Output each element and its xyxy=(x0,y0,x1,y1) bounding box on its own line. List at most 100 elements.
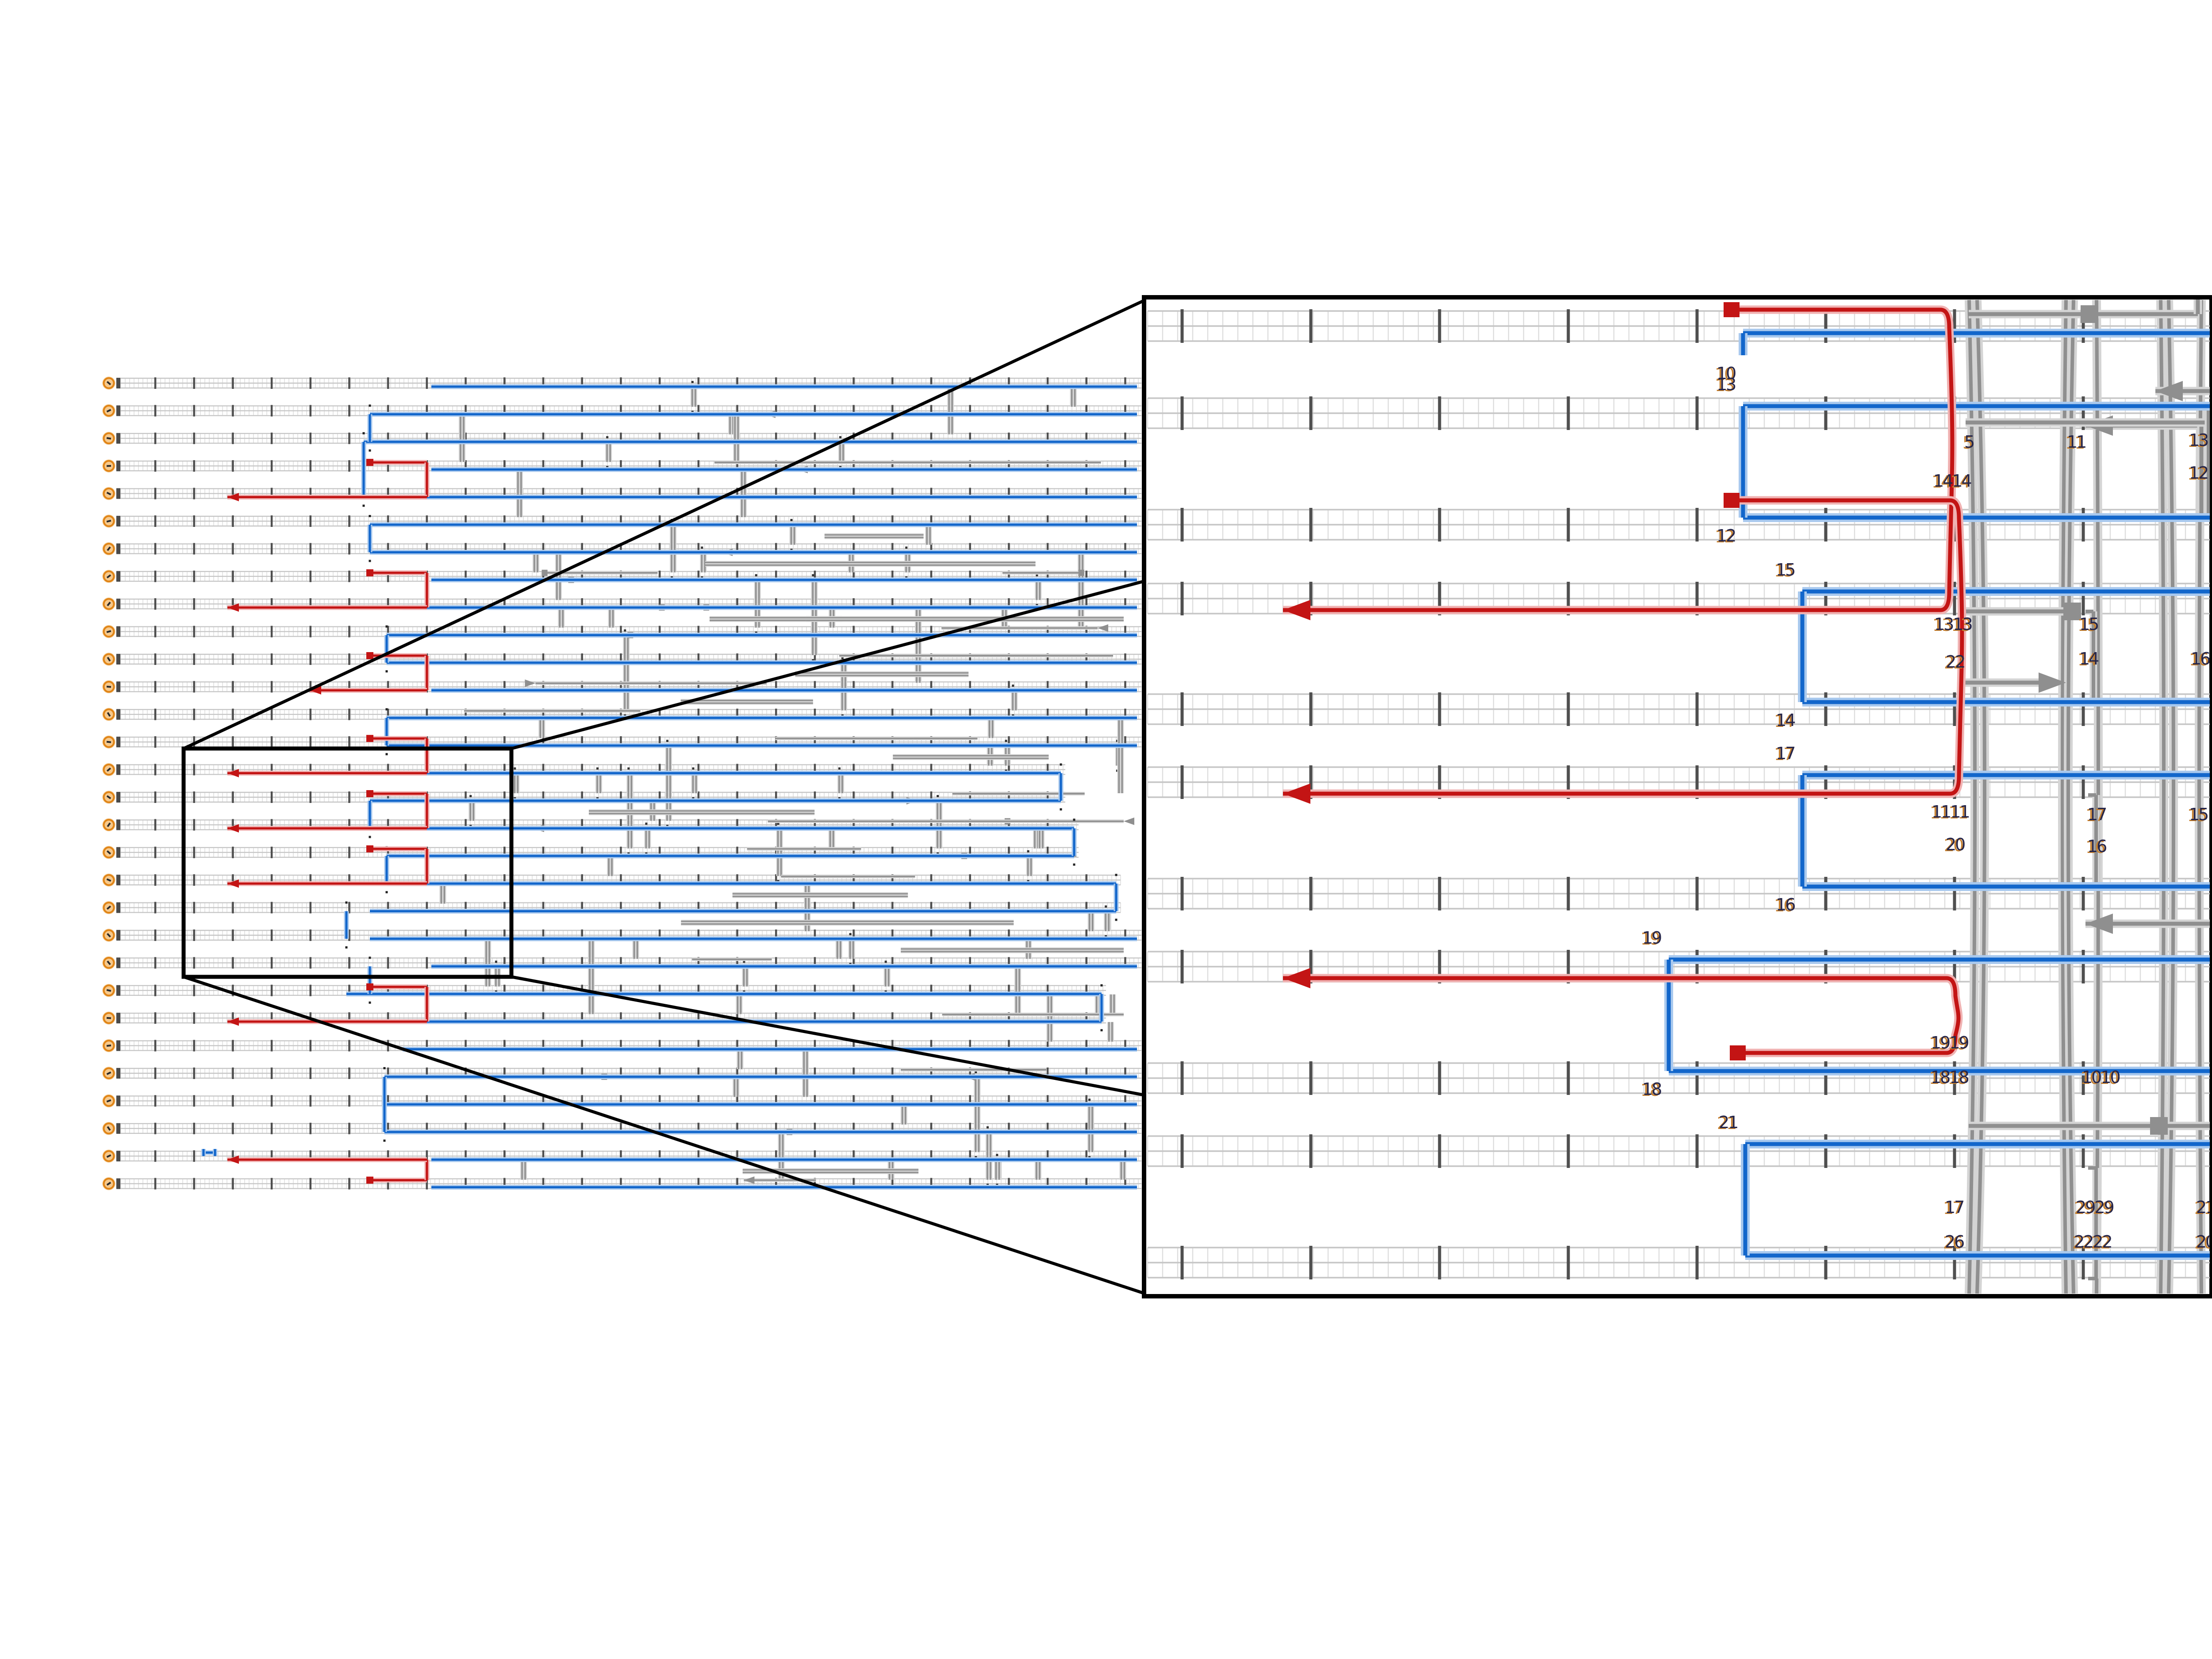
red-move-path xyxy=(227,1155,430,1184)
track-start-cap xyxy=(116,378,120,388)
track-start-cap xyxy=(116,1040,120,1051)
gate-tick-icon xyxy=(369,560,371,562)
svg-text:5: 5 xyxy=(1964,432,1974,452)
arrowhead-icon xyxy=(1283,600,1310,620)
row-clock-icon xyxy=(102,431,115,445)
svg-text:18: 18 xyxy=(1642,1079,1661,1099)
svg-text:15: 15 xyxy=(1774,561,1793,580)
inset-gray-routes xyxy=(1963,300,2210,1280)
move-start-square xyxy=(366,845,373,853)
row-clock-icon xyxy=(102,1177,115,1190)
gate-tick-icon xyxy=(369,1001,371,1004)
move-start-square xyxy=(366,790,373,797)
svg-text:15: 15 xyxy=(2189,805,2208,824)
svg-text:14: 14 xyxy=(2079,649,2099,668)
svg-text:2222: 2222 xyxy=(2074,1232,2112,1252)
svg-text:21: 21 xyxy=(1717,1114,1736,1133)
inset-track xyxy=(1147,309,2210,343)
row-clock-icon xyxy=(102,515,115,528)
move-start-square xyxy=(1724,302,1740,317)
route-number-label: 2222 xyxy=(1944,652,1966,672)
zoom-region-rectangle xyxy=(181,746,514,979)
track-start-cap xyxy=(116,571,120,582)
svg-text:12: 12 xyxy=(2187,464,2206,484)
gate-tick-icon xyxy=(369,404,371,407)
red-move-path xyxy=(227,735,430,778)
svg-text:17: 17 xyxy=(1774,745,1793,764)
inset-track xyxy=(1147,508,2210,541)
track-start-cap xyxy=(116,819,120,830)
svg-text:13: 13 xyxy=(1715,376,1734,395)
svg-text:15: 15 xyxy=(2078,615,2096,635)
gate-tick-icon xyxy=(369,836,371,838)
svg-text:1313: 1313 xyxy=(1934,614,1972,634)
move-start-square xyxy=(1730,1045,1746,1060)
gate-tick-icon xyxy=(385,625,388,628)
track-start-cap xyxy=(116,847,120,858)
row-clock-icon xyxy=(102,1149,115,1163)
row-clock-icon xyxy=(102,653,115,666)
move-start-square xyxy=(366,569,373,576)
row-clock-icon xyxy=(102,735,115,749)
track-start-cap xyxy=(116,543,120,554)
move-start-square xyxy=(366,983,373,991)
gate-number-label: 1010 xyxy=(1715,364,1737,384)
gate-tick-icon xyxy=(1060,763,1062,766)
row-clock-icon xyxy=(102,1039,115,1052)
track-start-cap xyxy=(116,737,120,748)
svg-text:21: 21 xyxy=(2196,1198,2212,1217)
gray-gate-bracket xyxy=(2088,1166,2100,1280)
svg-text:11: 11 xyxy=(2067,432,2085,452)
row-clock-icon xyxy=(102,791,115,804)
inset-track xyxy=(1147,1061,2210,1095)
svg-text:17: 17 xyxy=(2087,805,2106,824)
inset-panel: 1010131312121515141417171616191918182121… xyxy=(1142,295,2212,1298)
gate-tick-icon xyxy=(369,956,371,959)
arrowhead-icon xyxy=(2155,381,2183,401)
svg-text:12: 12 xyxy=(1715,527,1733,546)
blue-route-lines xyxy=(201,384,1137,1190)
route-number-label: 55 xyxy=(1962,432,1975,453)
svg-text:16: 16 xyxy=(2189,650,2208,669)
row-icons xyxy=(102,376,115,1190)
red-move-path xyxy=(227,983,430,1026)
svg-text:14: 14 xyxy=(1774,711,1793,731)
row-clock-icon xyxy=(102,376,115,390)
row-clock-icon xyxy=(102,873,115,887)
gate-tick-icon xyxy=(1100,1029,1103,1032)
track-start-cap xyxy=(116,599,120,610)
gate-tick-icon xyxy=(1115,918,1118,921)
svg-text:19: 19 xyxy=(1642,928,1661,948)
row-clock-icon xyxy=(102,929,115,942)
track-start-cap xyxy=(116,1095,120,1106)
track-start-cap xyxy=(116,875,120,886)
gate-number-label: 1818 xyxy=(1640,1079,1663,1100)
svg-text:16: 16 xyxy=(1774,896,1793,915)
track-start-cap xyxy=(116,1068,120,1079)
svg-text:10: 10 xyxy=(1717,364,1736,383)
arrowhead-icon xyxy=(227,493,239,502)
svg-text:17: 17 xyxy=(2085,806,2104,825)
svg-text:2222: 2222 xyxy=(2072,1233,2110,1252)
gate-tick-icon xyxy=(369,449,371,452)
svg-text:1414: 1414 xyxy=(1933,471,1972,491)
inset-track xyxy=(1147,692,2210,726)
move-start-square xyxy=(366,459,373,466)
gate-tick-icon xyxy=(369,515,371,517)
svg-text:17: 17 xyxy=(1943,1198,1962,1218)
inset-route-labels: 55 1111 1313121214141414131313132222151514… xyxy=(1929,430,2212,1252)
gate-tick-icon xyxy=(345,946,348,949)
track-start-cap xyxy=(116,764,120,775)
red-move-path xyxy=(227,569,430,612)
svg-text:10: 10 xyxy=(1715,365,1734,384)
row-clock-icon xyxy=(102,1067,115,1080)
